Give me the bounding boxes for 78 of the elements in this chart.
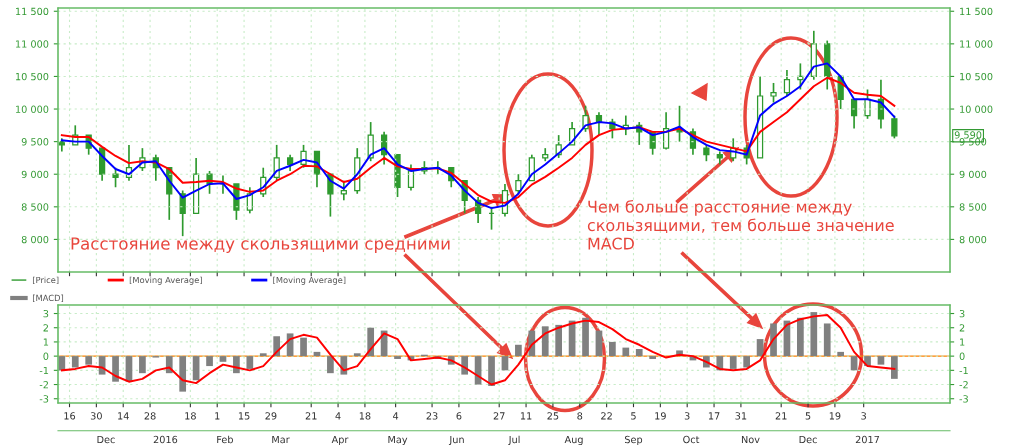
x-tick-label: 6 [456,412,462,420]
legend-label: [Price] [32,276,59,285]
x2-tick-label: Nov [741,435,760,444]
x-tick-label: 15 [238,412,250,420]
y-tick-label: 3 [43,310,49,318]
y2-tick-label: -3 [959,395,968,403]
legend-label: [Moving Average] [129,276,202,285]
x-tick-label: 1 [215,412,220,420]
x-tick-label: 19 [655,412,666,420]
x-tick-label: 4 [393,412,399,420]
x-tick-label: 22 [601,412,612,420]
y2-tick-label: 11 000 [960,40,993,48]
y2-tick-label: -1 [959,366,968,375]
y-tick-label: 8 500 [21,203,49,211]
legend-label: [Moving Average] [273,276,346,285]
x-tick-label: 30 [90,412,102,420]
y-tick-label: 11 000 [16,40,49,48]
x2-tick-label: Dec [97,435,115,444]
x2-tick-label: Mar [272,435,290,444]
y2-tick-label: 11 500 [960,7,993,16]
x2-tick-label: Apr [331,435,349,445]
x2-tick-label: Dec [799,435,817,444]
y-tick-label: -3 [39,395,49,403]
x-tick-label: 4 [335,412,341,420]
x-tick-label: 8 [577,412,583,420]
y-tick-label: -2 [39,381,48,389]
y-tick-label: 11 500 [16,7,49,16]
x-tick-label: 31 [735,412,747,420]
x-tick-label: 17 [708,412,720,420]
x-tick-label: 5 [805,412,811,420]
y2-tick-label: 3 [959,310,965,318]
x2-tick-label: Oct [683,435,700,444]
x-tick-label: 23 [426,412,438,420]
y2-tick-label: 10 500 [960,72,993,81]
x2-tick-label: Feb [217,435,233,444]
x-tick-label: 5 [631,412,636,420]
y-tick-label: 9 000 [21,170,49,179]
legend-label: [MACD] [32,294,64,303]
x2-tick-label: 2016 [153,435,178,444]
text: 9 590 [954,131,982,139]
x-tick-label: 28 [144,412,156,420]
y-tick-label: -1 [39,366,49,375]
x-tick-label: 18 [185,412,196,420]
y2-tick-label: 1 [960,338,965,346]
x2-tick-label: May [388,435,408,445]
x-tick-label: 3 [861,412,866,420]
x2-tick-label: 2017 [855,435,880,444]
x2-tick-label: Sep [624,435,643,445]
x-tick-label: 25 [547,412,559,420]
x-tick-label: 19 [829,412,841,420]
x-tick-label: 21 [775,412,787,420]
y-tick-label: 8 000 [21,235,49,244]
x-tick-label: 21 [305,412,317,420]
y-tick-label: 10 000 [16,105,49,113]
y2-tick-label: 10 000 [960,105,993,113]
y2-tick-label: 8 000 [959,235,987,244]
y-tick-label: 1 [43,338,49,346]
x-tick-label: 16 [64,412,76,420]
y-tick-label: 10 500 [16,72,49,81]
y2-tick-label: 0 [959,352,965,360]
y-tick-label: 9 500 [21,138,49,146]
x-tick-label: 14 [118,412,129,420]
x-tick-label: 27 [493,412,505,420]
x2-tick-label: Jul [508,435,520,445]
x-tick-label: 11 [520,412,532,420]
x2-tick-label: Aug [564,435,583,445]
x2-tick-label: Jun [448,435,464,445]
annotation: Чем больше расстояние между скользящими, тем больше значение MACD [587,200,894,250]
y2-tick-label: 2 [959,324,965,332]
y2-tick-label: 8 500 [959,203,987,211]
annotation: Расстояние между скользящими средними [71,237,450,254]
x-tick-label: 29 [265,412,277,420]
y-tick-label: 2 [43,324,48,332]
y2-tick-label: -2 [959,381,968,389]
y2-tick-label: 9 000 [959,170,987,179]
x-tick-label: 18 [359,412,371,420]
x-tick-label: 3 [684,412,690,420]
y-tick-label: 0 [43,352,49,360]
